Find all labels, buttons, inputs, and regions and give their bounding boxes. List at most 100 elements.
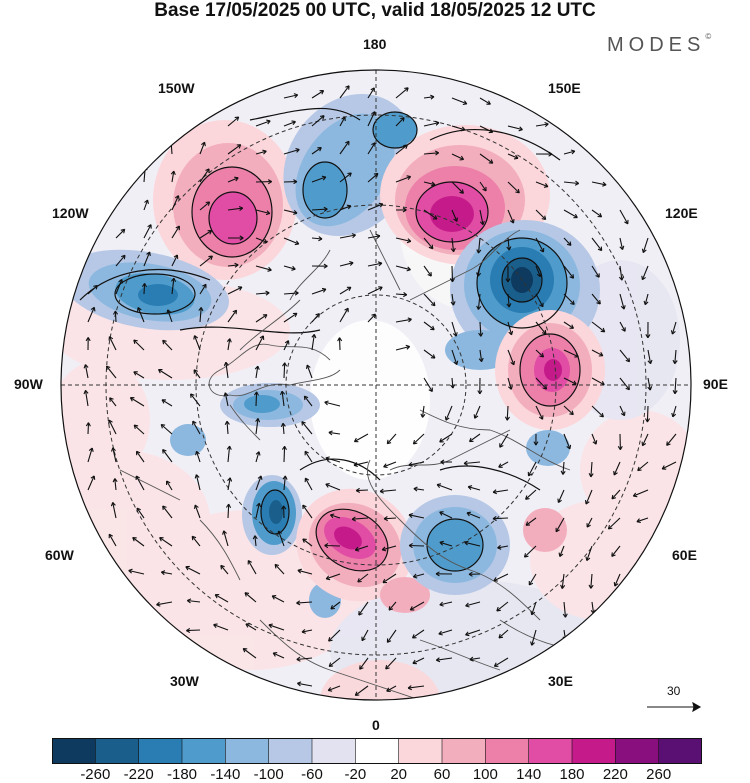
wind-arrow <box>451 153 464 160</box>
wind-arrow <box>674 377 677 394</box>
wind-arrow <box>410 601 425 611</box>
wind-arrow-head <box>636 518 641 524</box>
colorbar-swatch <box>52 738 96 764</box>
wind-arrow <box>297 682 313 687</box>
wind-arrow-head <box>371 313 376 319</box>
wind-arrow <box>451 209 458 222</box>
wind-arrow-head <box>572 380 577 386</box>
contour-lines <box>79 107 581 572</box>
colorbar-tick-label: -180 <box>166 766 198 783</box>
wind-arrow <box>451 181 464 194</box>
wind-arrow-head <box>346 204 352 210</box>
wind-arrow <box>303 395 313 407</box>
label-30E: 30E <box>548 673 573 689</box>
wind-arrow-head <box>432 215 438 220</box>
wind-arrow-head <box>349 260 354 266</box>
wind-arrow <box>255 209 270 215</box>
wind-arrow <box>161 571 173 575</box>
wind-arrow-head <box>236 144 242 149</box>
wind-arrow-head <box>259 335 265 340</box>
wind-arrow-head <box>647 359 653 365</box>
wind-arrow-head <box>406 238 412 244</box>
wind-arrow-head <box>129 397 135 402</box>
wind-arrow-head <box>292 312 298 318</box>
colorbar-swatch <box>138 738 183 764</box>
wind-arrow <box>423 209 438 220</box>
wind-arrow <box>357 573 369 583</box>
wind-arrow <box>143 199 149 211</box>
wind-arrow <box>619 265 623 281</box>
wind-arrow-head <box>160 570 166 576</box>
wind-arrow-head <box>569 410 574 416</box>
wind-arrow <box>611 545 621 557</box>
brand-text: MODES <box>607 34 706 56</box>
wind-arrow <box>535 293 544 308</box>
wind-arrow-head <box>133 339 138 345</box>
wind-arrow <box>186 629 201 632</box>
wind-arrow <box>590 461 593 477</box>
colorbar-border <box>52 738 702 764</box>
wind-arrow <box>585 489 593 505</box>
wind-arrow <box>499 433 509 448</box>
wind-arrow <box>382 545 397 551</box>
colorbar-tick-label: -60 <box>301 766 323 783</box>
wind-arrow-head <box>328 637 333 642</box>
wind-arrow <box>247 560 257 575</box>
wind-arrow-head <box>599 412 604 418</box>
wind-arrow-head <box>438 630 443 636</box>
wind-arrow-head <box>619 245 625 250</box>
wind-arrow-head <box>428 387 433 392</box>
wind-arrow-head <box>574 353 579 358</box>
wind-arrow <box>339 234 356 239</box>
wind-arrow <box>227 144 242 155</box>
wind-arrow <box>525 489 537 500</box>
wind-arrow <box>451 125 466 131</box>
wind-arrow <box>114 310 117 323</box>
colorbar-tick-label: 20 <box>390 766 407 783</box>
wind-arrow-head <box>214 594 220 599</box>
wind-arrow <box>386 685 397 692</box>
wind-arrow <box>531 601 537 615</box>
wind-arrow-head <box>403 292 408 298</box>
wind-arrow-head <box>543 183 549 188</box>
chart-title: Base 17/05/2025 00 UTC, valid 18/05/2025… <box>154 0 596 21</box>
wind-arrow <box>525 517 537 526</box>
wind-arrow-head <box>317 146 322 152</box>
wind-arrow <box>130 397 145 407</box>
label-90E: 90E <box>703 376 728 392</box>
wind-arrow-head <box>408 461 413 467</box>
wind-arrow-head <box>255 451 261 456</box>
wind-arrow <box>244 592 257 603</box>
wind-arrow-head <box>253 391 259 396</box>
wind-arrow-head <box>291 265 296 271</box>
wind-arrow <box>339 286 352 295</box>
wind-arrow-head <box>315 313 320 318</box>
wind-arrow <box>608 517 621 530</box>
label-150W: 150W <box>158 80 195 96</box>
wind-arrow <box>535 377 547 390</box>
wind-arrow <box>395 144 408 155</box>
wind-arrow-head <box>592 440 598 445</box>
wind-arrow-head <box>607 524 613 530</box>
wind-arrow-head <box>128 568 133 574</box>
wind-arrow-head <box>166 309 172 314</box>
colorbar-swatch <box>528 738 573 764</box>
wind-arrow-head <box>493 662 499 667</box>
wind-arrow-head <box>611 494 616 500</box>
wind-arrow <box>227 116 240 127</box>
wind-arrow <box>361 629 369 641</box>
wind-arrow-head <box>282 475 288 480</box>
colorbar-ticks: -260 -220 -180 -140 -100 -60 -20 20 60 100 140 180 2… <box>0 766 750 783</box>
wind-arrow-head <box>173 254 179 259</box>
wind-arrow <box>563 377 577 385</box>
wind-arrow-head <box>351 233 356 239</box>
wind-arrow <box>633 489 649 497</box>
wind-arrow-head <box>133 424 139 430</box>
wind-arrow <box>87 285 98 295</box>
wind-arrow-head <box>473 414 479 419</box>
wind-arrow <box>143 224 152 239</box>
wind-arrow-head <box>294 290 299 296</box>
wind-arrow <box>355 545 369 551</box>
wind-arrow-head <box>641 248 647 254</box>
wind-arrow-head <box>439 511 444 516</box>
